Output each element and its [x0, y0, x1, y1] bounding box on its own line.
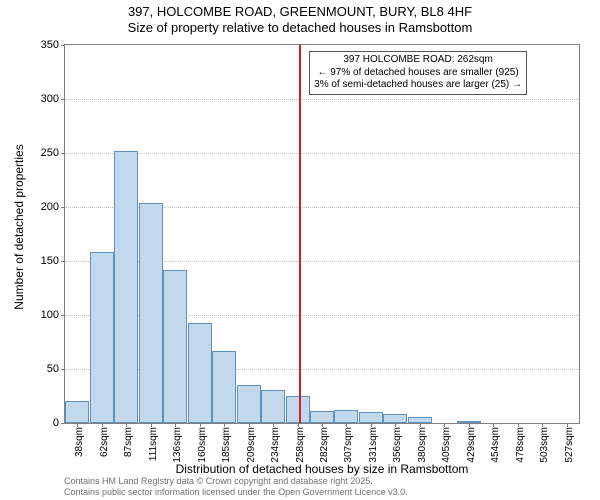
x-tick-label: 87sqm [123, 427, 134, 457]
x-tick-label: 160sqm [197, 427, 208, 463]
x-tick-label: 527sqm [564, 427, 575, 463]
bar [310, 411, 334, 423]
y-tick-label: 0 [53, 417, 65, 429]
x-tick-label: 454sqm [490, 427, 501, 463]
y-tick-label: 200 [41, 201, 65, 213]
x-tick-label: 380sqm [417, 427, 428, 463]
bar [139, 203, 163, 423]
bar [114, 151, 138, 423]
x-tick-label: 405sqm [441, 427, 452, 463]
footer-line-2: Contains public sector information licen… [64, 487, 408, 498]
x-tick-label: 111sqm [148, 427, 159, 461]
x-tick-label: 429sqm [466, 427, 477, 463]
title-line-2: Size of property relative to detached ho… [0, 20, 600, 36]
footer-attribution: Contains HM Land Registry data © Crown c… [64, 476, 408, 498]
chart-container: 397, HOLCOMBE ROAD, GREENMOUNT, BURY, BL… [0, 0, 600, 500]
bar [261, 390, 285, 423]
y-axis-label: Number of detached properties [12, 62, 26, 227]
x-tick-label: 282sqm [319, 427, 330, 463]
x-tick-label: 356sqm [392, 427, 403, 463]
bar [90, 252, 114, 423]
bar [188, 323, 212, 423]
y-tick-label: 50 [47, 363, 65, 375]
annotation-box: 397 HOLCOMBE ROAD: 262sqm← 97% of detach… [309, 51, 527, 95]
footer-line-1: Contains HM Land Registry data © Crown c… [64, 476, 408, 487]
x-tick-label: 331sqm [368, 427, 379, 463]
y-tick-label: 250 [41, 147, 65, 159]
annotation-line: ← 97% of detached houses are smaller (92… [314, 67, 522, 80]
x-tick-label: 62sqm [99, 427, 110, 457]
chart-area: 05010015020025030035038sqm62sqm87sqm111s… [64, 44, 580, 424]
x-tick-label: 478sqm [515, 427, 526, 463]
x-tick-label: 503sqm [539, 427, 550, 463]
bar [212, 351, 236, 423]
y-tick-label: 100 [41, 309, 65, 321]
bar [383, 414, 407, 423]
title-line-1: 397, HOLCOMBE ROAD, GREENMOUNT, BURY, BL… [0, 4, 600, 20]
bar [334, 410, 358, 423]
x-tick-label: 258sqm [295, 427, 306, 463]
bar [65, 401, 89, 423]
annotation-line: 3% of semi-detached houses are larger (2… [314, 79, 522, 92]
chart-title: 397, HOLCOMBE ROAD, GREENMOUNT, BURY, BL… [0, 0, 600, 37]
bar [286, 396, 310, 423]
annotation-line: 397 HOLCOMBE ROAD: 262sqm [314, 54, 522, 67]
bar [237, 385, 261, 423]
gridline [65, 153, 579, 154]
x-tick-label: 234sqm [270, 427, 281, 463]
x-axis-label: Distribution of detached houses by size … [64, 462, 580, 476]
reference-line [299, 45, 301, 423]
x-tick-label: 38sqm [74, 427, 85, 457]
x-tick-label: 136sqm [172, 427, 183, 463]
y-tick-label: 150 [41, 255, 65, 267]
plot-region: 05010015020025030035038sqm62sqm87sqm111s… [64, 44, 580, 424]
y-tick-label: 300 [41, 93, 65, 105]
bar [359, 412, 383, 423]
x-tick-label: 185sqm [221, 427, 232, 463]
x-tick-label: 209sqm [246, 427, 257, 463]
x-tick-label: 307sqm [343, 427, 354, 463]
gridline [65, 99, 579, 100]
bar [163, 270, 187, 423]
y-tick-label: 350 [41, 39, 65, 51]
